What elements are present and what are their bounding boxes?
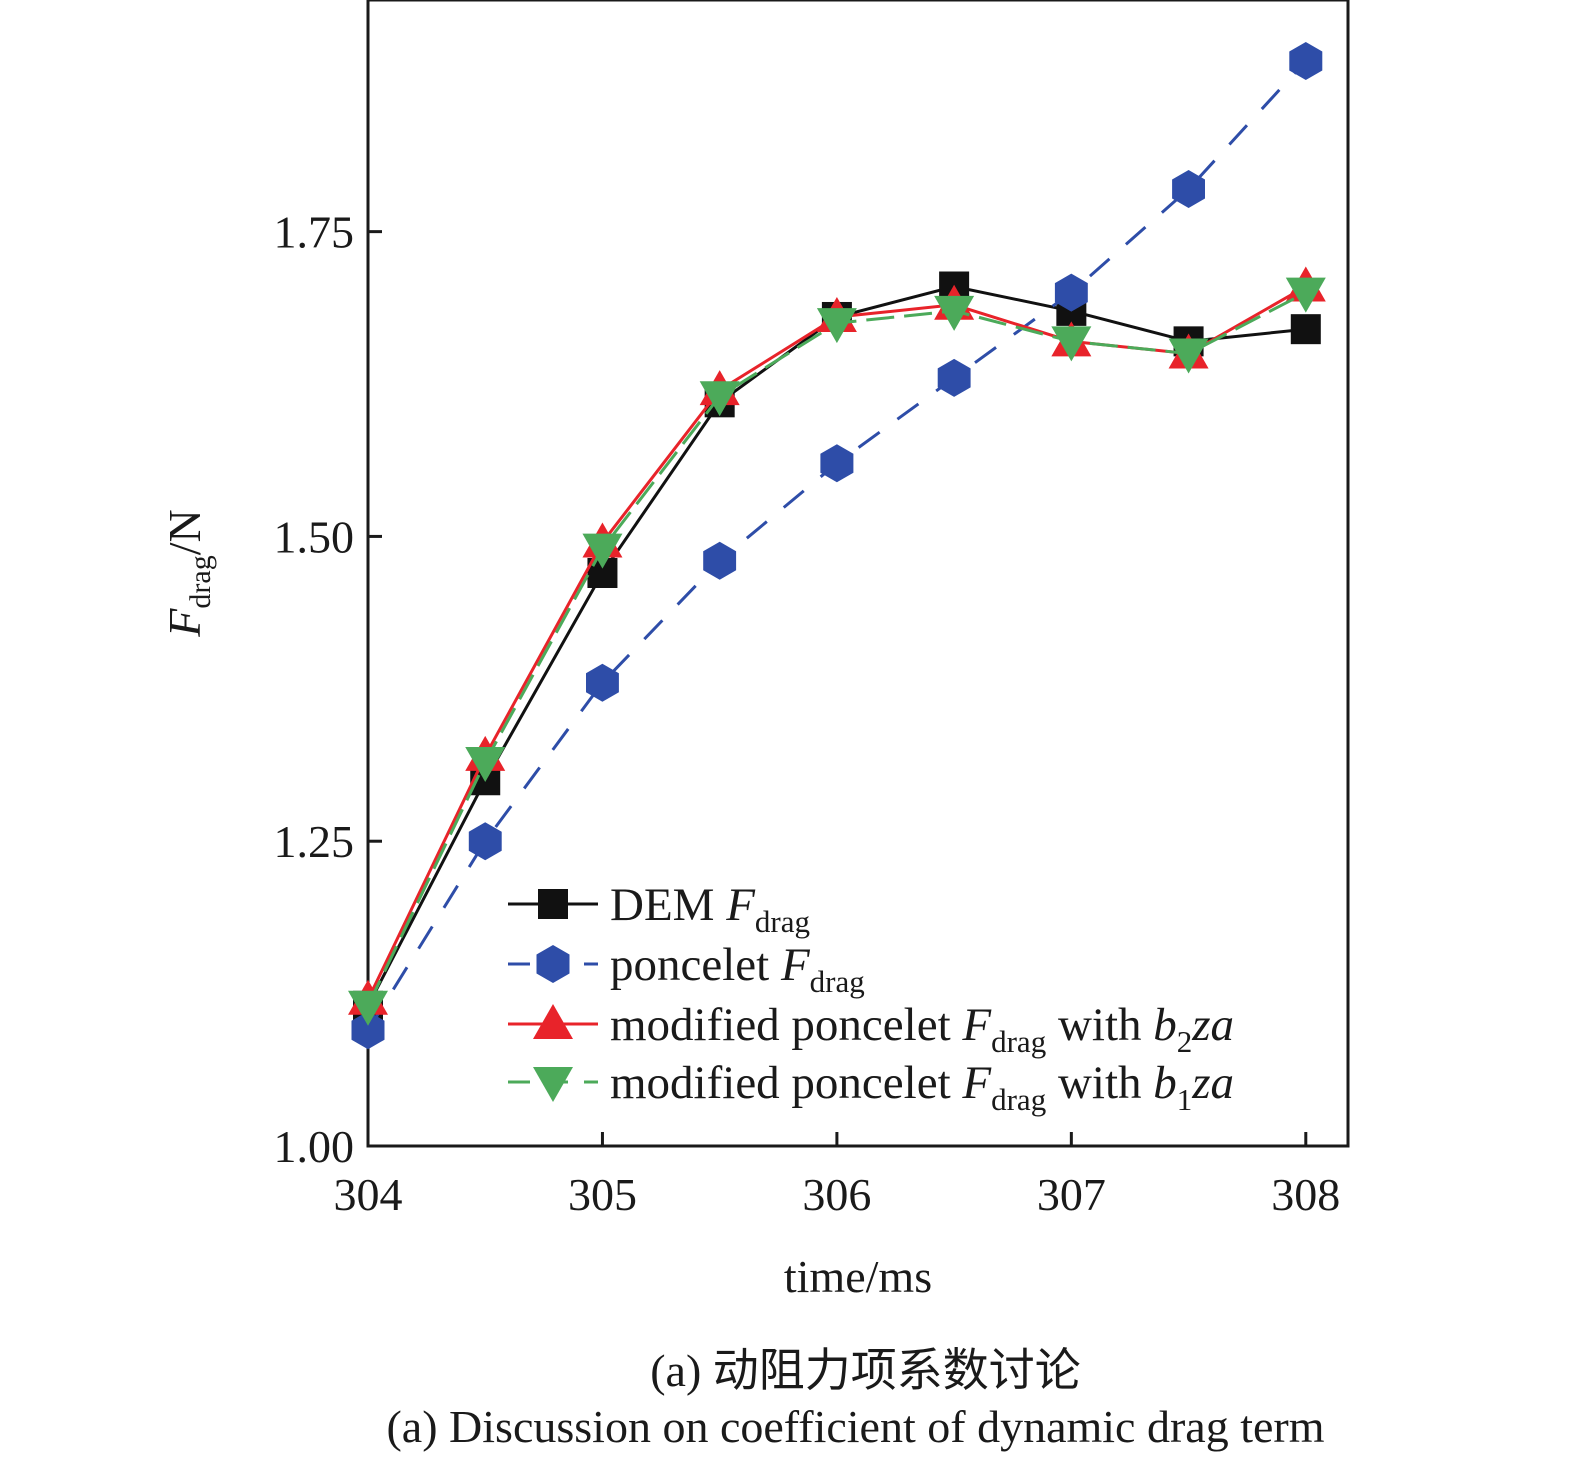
data-point-poncelet	[1172, 170, 1205, 208]
caption-chinese: (a) 动阻力项系数讨论	[650, 1345, 1081, 1396]
legend-label-part: modified poncelet	[610, 1057, 962, 1109]
legend-label-part: poncelet	[610, 939, 781, 991]
data-point-mod_b1	[582, 533, 623, 569]
caption-english: (a) Discussion on coefficient of dynamic…	[386, 1401, 1325, 1452]
legend-label-part: F	[725, 879, 756, 931]
legend-marker	[538, 889, 568, 919]
legend-label: DEM Fdrag	[610, 879, 810, 939]
x-tick-label: 305	[568, 1169, 637, 1220]
legend-label-part: b	[1153, 1057, 1177, 1109]
legend-item-mod_b2: modified poncelet Fdrag with b2za	[508, 999, 1234, 1059]
series-layer	[348, 42, 1326, 1050]
x-tick-label: 306	[802, 1169, 871, 1220]
legend-marker	[533, 1004, 573, 1039]
legend-item-poncelet: poncelet Fdrag	[508, 939, 865, 999]
legend-label-part: drag	[755, 904, 810, 939]
data-point-poncelet	[703, 541, 737, 580]
legend-label-part: F	[961, 1057, 992, 1109]
data-point-poncelet	[937, 358, 971, 397]
series-line-dem	[366, 284, 1306, 1007]
data-point-mod_b1	[1168, 338, 1209, 374]
series-mod_b2	[348, 266, 1326, 1015]
legend-label-part: modified poncelet	[610, 999, 962, 1051]
y-axis-title-sub: drag	[184, 555, 217, 608]
legend-label: modified poncelet Fdrag with b2za	[610, 999, 1234, 1059]
legend-label-part: 2	[1177, 1024, 1193, 1059]
legend-label-part: drag	[810, 964, 865, 999]
series-dem	[353, 271, 1321, 1021]
x-tick-label: 308	[1271, 1169, 1340, 1220]
legend-label-part: F	[780, 939, 811, 991]
data-point-poncelet	[820, 444, 854, 483]
legend-label-part: with	[1046, 999, 1153, 1051]
legend-label-part: za	[1191, 1057, 1234, 1109]
x-tick-label: 304	[334, 1169, 403, 1220]
y-tick-label: 1.75	[274, 207, 355, 258]
y-axis-title-main: F	[159, 608, 210, 638]
data-point-dem	[1290, 314, 1321, 345]
data-point-mod_b1	[934, 295, 975, 331]
legend-label-part: b	[1153, 999, 1177, 1051]
legend-label-part: drag	[991, 1024, 1046, 1059]
y-axis-title-suffix: /N	[159, 509, 210, 555]
series-line-poncelet	[366, 59, 1307, 1031]
legend-label-part: DEM	[610, 879, 726, 931]
x-tick-label: 307	[1037, 1169, 1106, 1220]
y-tick-label: 1.25	[274, 816, 355, 867]
plot-frame	[366, 0, 1350, 1148]
legend-label-part: za	[1191, 999, 1234, 1051]
data-point-poncelet	[1054, 273, 1088, 312]
legend-label-part: 1	[1177, 1082, 1193, 1117]
data-point-mod_b1	[699, 381, 740, 417]
legend-label-part: drag	[991, 1082, 1046, 1117]
axis-ticks: 304 305 306 307 308 1.00 1.25 1.50 1.75	[274, 207, 1341, 1220]
legend-item-dem: DEM Fdrag	[508, 879, 810, 939]
series-poncelet	[351, 42, 1323, 1050]
data-point-mod_b1	[1285, 277, 1326, 313]
data-point-mod_b1	[348, 990, 388, 1026]
legend-item-mod_b1: modified poncelet Fdrag with b1za	[508, 1057, 1234, 1117]
y-axis-title: Fdrag/N	[159, 509, 217, 637]
data-point-mod_b1	[816, 308, 857, 344]
data-point-poncelet	[1289, 42, 1323, 80]
legend-marker	[533, 1067, 573, 1102]
series-mod_b1	[348, 277, 1326, 1026]
series-line-mod_b2	[366, 285, 1307, 1001]
data-point-poncelet	[351, 1011, 385, 1050]
legend-label-part: F	[961, 999, 992, 1051]
legend-label: modified poncelet Fdrag with b1za	[610, 1057, 1234, 1117]
legend-label-part: with	[1046, 1057, 1153, 1109]
data-point-poncelet	[586, 663, 619, 702]
series-line-mod_b1	[366, 291, 1307, 1007]
x-axis-title: time/ms	[784, 1251, 932, 1302]
y-tick-label: 1.00	[274, 1121, 355, 1172]
data-point-mod_b1	[465, 746, 506, 782]
data-point-mod_b1	[1051, 326, 1092, 362]
data-point-poncelet	[468, 822, 502, 861]
y-tick-label: 1.50	[274, 511, 355, 562]
legend-label: poncelet Fdrag	[610, 939, 865, 999]
legend-marker	[536, 945, 570, 983]
